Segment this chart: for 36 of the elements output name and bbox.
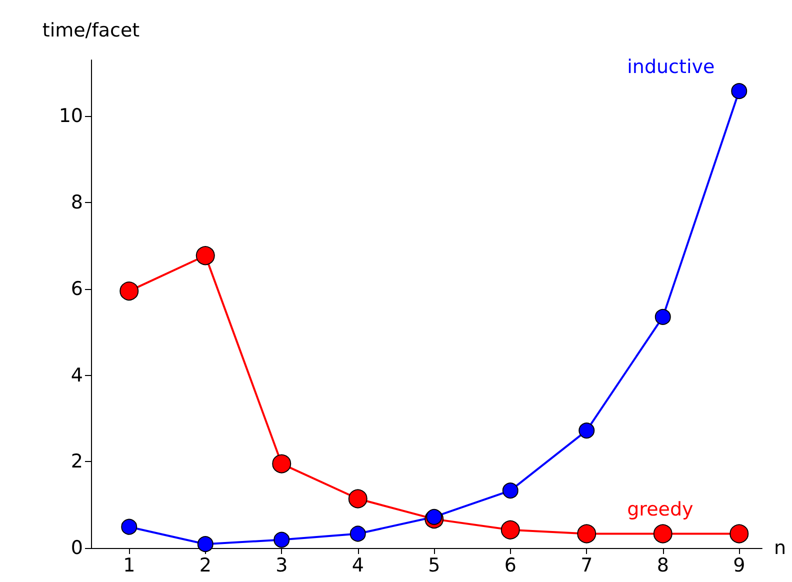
x-tick-label: 9 — [733, 554, 746, 576]
y-tick-label: 8 — [70, 192, 83, 214]
x-tick-label: 4 — [352, 554, 364, 576]
x-tick-label: 6 — [504, 554, 516, 576]
point — [654, 308, 671, 325]
point — [502, 482, 518, 499]
y-tick-label: 2 — [70, 450, 83, 473]
point — [730, 524, 749, 544]
point — [350, 526, 366, 542]
point — [196, 246, 215, 266]
point — [653, 524, 672, 544]
point — [500, 520, 520, 540]
x-tick-label: 1 — [123, 554, 136, 576]
point — [578, 422, 595, 439]
y-tick-label: 10 — [58, 105, 83, 128]
x-axis-title: n — [774, 537, 786, 559]
point — [731, 83, 748, 100]
y-tick-label: 4 — [70, 364, 83, 386]
point — [197, 536, 214, 552]
y-tick-label: 6 — [70, 278, 83, 300]
point — [274, 532, 290, 548]
series-label: inductive — [627, 56, 715, 78]
point — [272, 454, 292, 474]
x-tick-label: 7 — [580, 554, 593, 576]
point — [120, 282, 139, 301]
series-label: greedy — [627, 498, 694, 521]
point — [121, 518, 138, 535]
x-tick-label: 3 — [276, 554, 288, 576]
y-axis-title: time/facet — [42, 20, 140, 42]
x-tick-label: 5 — [428, 554, 440, 576]
point — [348, 489, 368, 508]
point — [426, 508, 442, 525]
x-tick-label: 8 — [656, 554, 669, 576]
y-tick-label: 0 — [70, 537, 83, 559]
point — [577, 524, 596, 544]
x-tick-label: 2 — [199, 554, 212, 576]
